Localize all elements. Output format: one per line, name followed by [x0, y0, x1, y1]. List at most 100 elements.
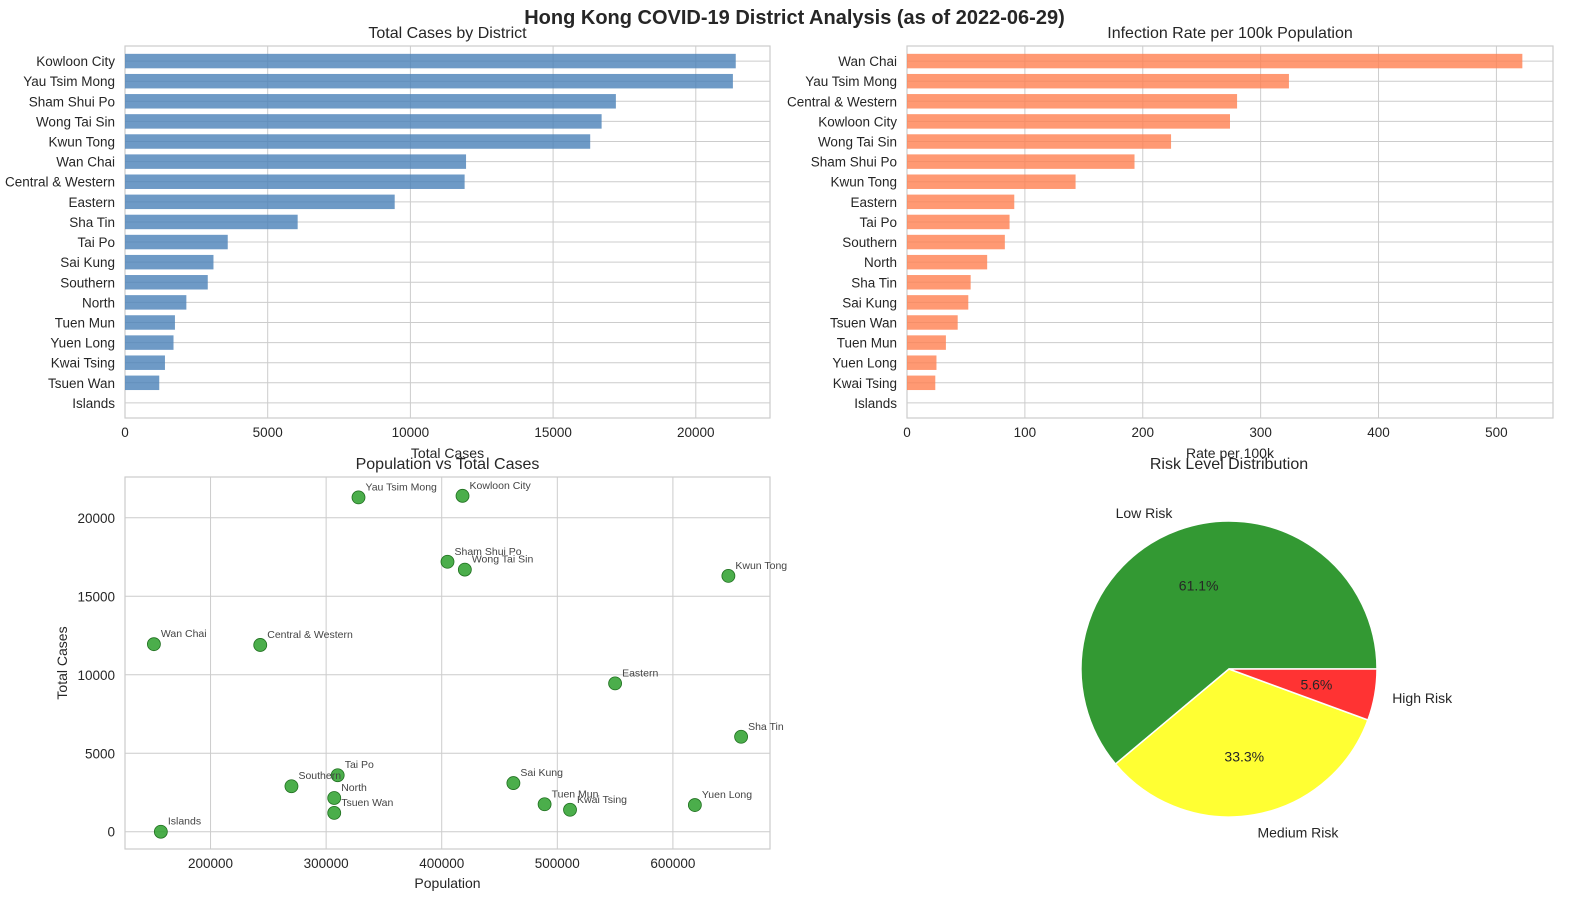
bar	[125, 154, 467, 169]
y-tick-label: Tuen Mun	[55, 315, 115, 330]
y-tick-label: Eastern	[68, 195, 115, 210]
y-tick-label: Sha Tin	[69, 215, 115, 230]
point-label: Eastern	[622, 667, 658, 679]
x-tick-label: 15000	[534, 425, 572, 440]
y-tick-label: Yau Tsim Mong	[805, 74, 897, 89]
bar	[907, 154, 1135, 169]
y-tick-label: Southern	[60, 275, 115, 290]
y-tick-label: Tai Po	[77, 235, 115, 250]
y-tick-label: 20000	[77, 511, 115, 526]
y-tick-label: Wan Chai	[838, 54, 897, 69]
bar	[125, 355, 165, 370]
y-tick-label: Sha Tin	[851, 275, 897, 290]
bar	[125, 94, 616, 109]
x-tick-label: 0	[121, 425, 129, 440]
point-label: Yau Tsim Mong	[365, 481, 437, 493]
scatter-point	[721, 568, 736, 583]
scatter-point	[253, 638, 268, 652]
pie-pct-label: 33.3%	[1224, 748, 1264, 764]
bar	[125, 234, 228, 250]
y-tick-label: North	[864, 255, 897, 270]
bar	[125, 214, 298, 230]
y-tick-label: Central & Western	[5, 175, 115, 190]
scatter-point	[327, 791, 342, 805]
y-tick-label: Kowloon City	[818, 114, 897, 129]
panel-title: Infection Rate per 100k Population	[1107, 25, 1353, 42]
point-label: Wan Chai	[161, 628, 207, 640]
pie-pct-label: 5.6%	[1300, 677, 1332, 693]
y-tick-label: Tsuen Wan	[48, 376, 115, 391]
y-axis-label: Total Cases	[54, 626, 70, 699]
point-label: Kwun Tong	[735, 560, 787, 572]
point-label: Sha Tin	[748, 721, 784, 733]
scatter-point	[153, 824, 168, 839]
bar	[907, 335, 946, 350]
bar	[125, 295, 187, 310]
point-label: Central & Western	[267, 629, 353, 641]
bar	[125, 53, 736, 69]
panel-title: Total Cases by District	[368, 25, 527, 42]
bar	[907, 295, 969, 310]
bar	[907, 134, 1172, 149]
bar	[907, 53, 1523, 69]
x-tick-label: 400	[1367, 425, 1390, 440]
x-tick-label: 500000	[535, 856, 580, 871]
y-tick-label: Kowloon City	[36, 54, 115, 69]
y-tick-label: Sham Shui Po	[811, 155, 897, 170]
bar	[125, 315, 175, 330]
panel-title: Risk Level Distribution	[1150, 456, 1308, 473]
bar	[907, 355, 937, 370]
y-tick-label: Yau Tsim Mong	[23, 74, 115, 89]
x-tick-label: 20000	[677, 425, 715, 440]
plot-frame	[906, 45, 1554, 419]
y-tick-label: Kwun Tong	[830, 175, 897, 190]
point-label: Tsuen Wan	[341, 797, 393, 809]
scatter-point	[146, 637, 161, 652]
point-label: Islands	[168, 816, 201, 828]
panel-total-cases: Kowloon City Yau Tsim Mong Sham Shui Po Won…	[5, 25, 771, 461]
plot-frame	[124, 45, 771, 419]
y-tick-label: 10000	[77, 668, 115, 683]
scatter-point	[457, 562, 472, 577]
y-tick-label: Kwai Tsing	[51, 356, 115, 371]
y-tick-label: Yuen Long	[50, 336, 115, 351]
y-tick-label: 0	[107, 825, 115, 840]
bar	[125, 254, 214, 270]
bar	[907, 234, 1005, 250]
y-tick-label: Yuen Long	[832, 356, 897, 371]
y-tick-label: Wong Tai Sin	[818, 135, 897, 150]
scatter-point	[327, 805, 342, 820]
x-tick-label: 600000	[650, 856, 695, 871]
bar	[125, 73, 733, 89]
plot-frame	[124, 476, 771, 850]
y-tick-label: Islands	[854, 396, 897, 411]
x-tick-label: 200	[1132, 425, 1155, 440]
point-label: North	[341, 782, 367, 794]
pie-label: High Risk	[1392, 690, 1453, 706]
scatter-point	[440, 554, 455, 569]
panel-risk-pie: Low Risk 61.1% Medium Risk 33.3% High Risk 5.…	[1080, 456, 1453, 840]
x-axis-label: Population	[414, 875, 480, 891]
point-label: Kowloon City	[470, 480, 532, 492]
x-tick-label: 300000	[304, 856, 349, 871]
scatter-point	[455, 488, 470, 503]
point-label: Sai Kung	[520, 767, 563, 779]
bar	[907, 73, 1289, 89]
point-label: Tai Po	[345, 759, 374, 771]
bar	[907, 375, 936, 391]
scatter-point	[734, 729, 749, 744]
bar	[907, 174, 1076, 189]
x-tick-label: 0	[903, 425, 911, 440]
y-tick-label: Tsuen Wan	[830, 315, 897, 330]
point-label: Wong Tai Sin	[472, 554, 534, 566]
y-tick-label: Kwai Tsing	[833, 376, 897, 391]
scatter-point	[506, 776, 521, 790]
bar	[907, 94, 1238, 109]
y-tick-label: Wong Tai Sin	[36, 114, 115, 129]
y-tick-label: Tai Po	[859, 215, 897, 230]
x-tick-label: 100	[1014, 425, 1037, 440]
y-tick-label: Tuen Mun	[837, 336, 897, 351]
y-tick-label: Eastern	[850, 195, 897, 210]
pie-label: Medium Risk	[1257, 824, 1339, 840]
scatter-point	[608, 676, 623, 691]
